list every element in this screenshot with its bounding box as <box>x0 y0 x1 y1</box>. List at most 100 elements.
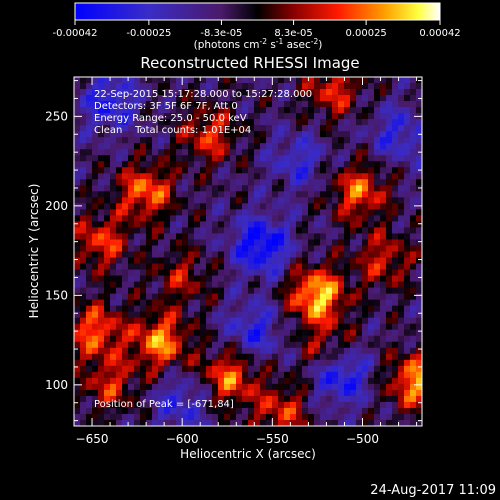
heatmap-pixel <box>278 407 285 415</box>
heatmap-pixel <box>194 269 201 276</box>
heatmap-pixel <box>260 353 267 361</box>
heatmap-pixel <box>416 353 423 361</box>
heatmap-pixel <box>284 203 291 210</box>
heatmap-pixel <box>74 275 81 282</box>
heatmap-pixel <box>194 191 201 198</box>
heatmap-pixel <box>122 281 129 289</box>
heatmap-pixel <box>86 275 93 282</box>
heatmap-pixel <box>140 89 147 96</box>
heatmap-pixel <box>410 245 417 252</box>
heatmap-pixel <box>374 137 381 144</box>
heatmap-pixel <box>74 311 81 319</box>
heatmap-pixel <box>170 83 177 90</box>
heatmap-pixel <box>314 77 321 84</box>
heatmap-pixel <box>212 365 219 373</box>
heatmap-pixel <box>272 281 279 289</box>
heatmap-pixel <box>98 419 105 427</box>
heatmap-pixel <box>86 161 93 168</box>
heatmap-pixel <box>368 317 375 325</box>
heatmap-pixel <box>338 179 345 186</box>
heatmap-pixel <box>236 227 243 234</box>
heatmap-pixel <box>164 359 171 367</box>
heatmap-pixel <box>320 143 327 150</box>
heatmap-pixel <box>86 365 93 373</box>
heatmap-pixel <box>74 227 81 234</box>
heatmap-pixel <box>362 239 369 246</box>
heatmap-pixel <box>86 239 93 246</box>
heatmap-pixel <box>128 119 135 126</box>
heatmap-pixel <box>140 263 147 270</box>
heatmap-pixel <box>398 239 405 246</box>
heatmap-pixel <box>278 161 285 168</box>
heatmap-pixel <box>236 95 243 102</box>
heatmap-pixel <box>230 299 237 307</box>
heatmap-pixel <box>344 227 351 234</box>
heatmap-pixel <box>356 227 363 234</box>
heatmap-pixel <box>200 419 207 427</box>
heatmap-pixel <box>296 107 303 114</box>
heatmap-pixel <box>170 143 177 150</box>
heatmap-pixel <box>254 113 261 120</box>
heatmap-pixel <box>152 125 159 132</box>
heatmap-pixel <box>224 311 231 319</box>
heatmap-pixel <box>158 245 165 252</box>
heatmap-pixel <box>134 197 141 204</box>
heatmap-pixel <box>122 323 129 331</box>
heatmap-pixel <box>200 353 207 361</box>
heatmap-pixel <box>278 89 285 96</box>
heatmap-pixel <box>308 191 315 198</box>
heatmap-pixel <box>254 383 261 391</box>
heatmap-pixel <box>110 359 117 367</box>
heatmap-pixel <box>326 419 333 427</box>
heatmap-pixel <box>416 107 423 114</box>
heatmap-pixel <box>320 335 327 343</box>
heatmap-pixel <box>356 407 363 415</box>
heatmap-pixel <box>278 155 285 162</box>
heatmap-pixel <box>122 179 129 186</box>
heatmap-pixel <box>188 287 195 295</box>
heatmap-pixel <box>74 83 81 90</box>
heatmap-pixel <box>260 161 267 168</box>
heatmap-pixel <box>128 125 135 132</box>
heatmap-pixel <box>98 365 105 373</box>
heatmap-pixel <box>182 203 189 210</box>
heatmap-pixel <box>308 395 315 403</box>
heatmap-pixel <box>176 353 183 361</box>
heatmap-pixel <box>224 419 231 427</box>
heatmap-pixel <box>122 341 129 349</box>
heatmap-pixel <box>278 107 285 114</box>
heatmap-pixel <box>92 233 99 240</box>
heatmap-pixel <box>224 365 231 373</box>
heatmap-pixel <box>302 395 309 403</box>
heatmap-pixel <box>416 323 423 331</box>
heatmap-pixel <box>338 209 345 216</box>
heatmap-pixel <box>140 227 147 234</box>
heatmap-pixel <box>236 89 243 96</box>
heatmap-pixel <box>386 359 393 367</box>
heatmap-pixel <box>290 275 297 282</box>
heatmap-pixel <box>140 389 147 397</box>
heatmap-pixel <box>98 179 105 186</box>
heatmap-pixel <box>356 293 363 301</box>
heatmap-pixel <box>110 377 117 385</box>
heatmap-pixel <box>392 341 399 349</box>
heatmap-pixel <box>248 371 255 379</box>
heatmap-pixel <box>122 419 129 427</box>
heatmap-pixel <box>170 377 177 385</box>
y-tick-label: 100 <box>45 378 68 392</box>
heatmap-pixel <box>278 197 285 204</box>
heatmap-pixel <box>128 167 135 174</box>
heatmap-pixel <box>188 197 195 204</box>
heatmap-pixel <box>206 299 213 307</box>
heatmap-pixel <box>80 323 87 331</box>
heatmap-pixel <box>212 245 219 252</box>
heatmap-pixel <box>368 401 375 409</box>
heatmap-pixel <box>290 149 297 156</box>
heatmap-pixel <box>416 209 423 216</box>
heatmap-pixel <box>86 281 93 289</box>
heatmap-pixel <box>80 287 87 295</box>
heatmap-pixel <box>338 203 345 210</box>
heatmap-pixel <box>314 173 321 180</box>
heatmap-pixel <box>146 323 153 331</box>
heatmap-pixel <box>134 275 141 282</box>
